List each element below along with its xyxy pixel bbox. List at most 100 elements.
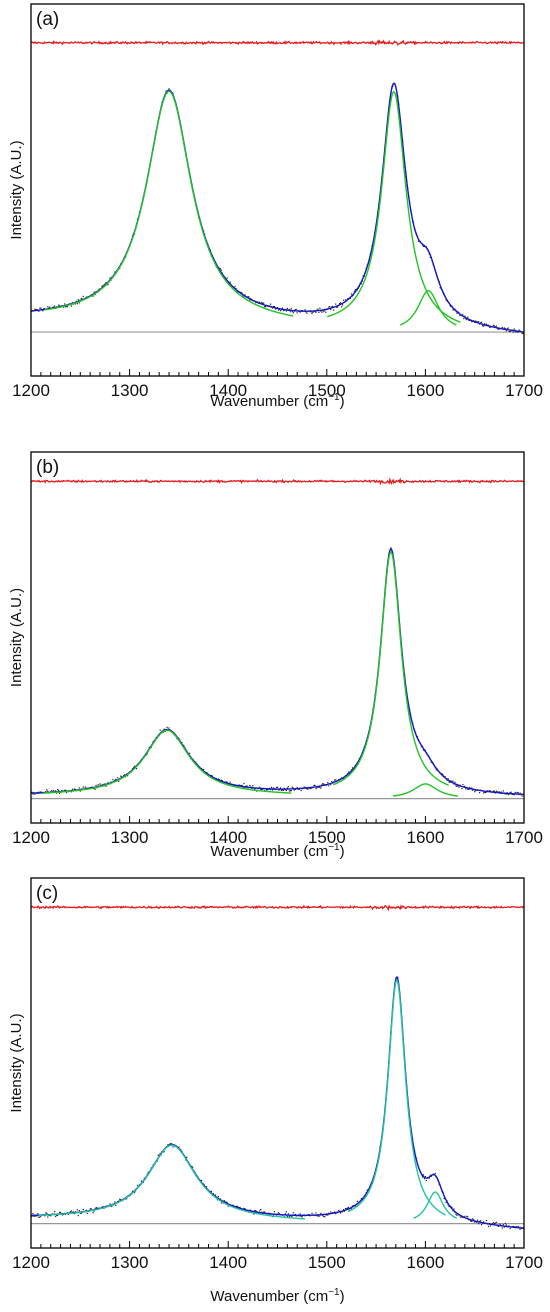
fit-component-3 — [413, 1191, 458, 1219]
data-point — [111, 1205, 113, 1207]
data-point — [84, 786, 86, 788]
data-point — [452, 780, 454, 782]
data-point — [102, 1206, 104, 1208]
data-point — [219, 268, 221, 270]
data-point — [295, 1215, 297, 1217]
data-point — [57, 1214, 59, 1216]
data-point — [56, 792, 58, 794]
data-point — [334, 779, 336, 781]
data-point — [330, 308, 332, 311]
data-point — [61, 1214, 64, 1216]
data-point — [234, 285, 236, 288]
data-point — [522, 332, 524, 335]
data-point — [281, 307, 284, 309]
data-point — [464, 1215, 466, 1217]
data-point — [259, 1210, 261, 1212]
data-point — [159, 1152, 161, 1155]
data-point — [60, 790, 63, 792]
residual-series — [31, 477, 524, 486]
data-point — [482, 1221, 485, 1223]
panel-label: (b) — [36, 457, 59, 478]
data-point — [457, 785, 459, 787]
data-point — [109, 1203, 111, 1205]
fit-component-3 — [392, 783, 459, 797]
data-point — [42, 310, 44, 312]
data-point — [291, 1215, 293, 1217]
data-point — [270, 789, 272, 791]
data-point — [469, 786, 471, 789]
data-point — [36, 1215, 38, 1217]
data-point — [487, 1225, 490, 1227]
data-point — [495, 1221, 497, 1223]
data-point — [39, 307, 41, 309]
data-point — [121, 776, 123, 778]
data-point — [259, 301, 261, 303]
x-axis-label: Wavenumber (cm−1) — [210, 392, 344, 410]
data-point — [91, 786, 93, 788]
data-point — [262, 302, 264, 304]
data-point — [350, 293, 353, 295]
data-point — [67, 1213, 70, 1216]
data-point — [57, 789, 59, 791]
x-tick-label: 1600 — [406, 828, 444, 847]
data-point — [40, 791, 42, 793]
data-point — [254, 1210, 256, 1212]
data-point — [266, 789, 268, 791]
data-point — [261, 302, 263, 304]
data-point — [303, 786, 305, 788]
data-point — [79, 790, 81, 792]
data-point — [93, 788, 95, 790]
data-point — [312, 311, 314, 313]
data-point — [44, 1215, 46, 1217]
data-point — [292, 787, 294, 789]
data-point — [192, 1166, 194, 1168]
data-point — [485, 1219, 488, 1222]
data-point — [214, 1194, 216, 1196]
data-point — [33, 1215, 35, 1217]
data-point — [423, 1178, 426, 1180]
data-point — [340, 302, 342, 304]
x-tick-label: 1300 — [111, 1253, 149, 1272]
data-point — [507, 793, 509, 796]
data-point — [118, 780, 120, 782]
data-point — [265, 306, 267, 308]
data-point — [63, 789, 66, 792]
data-point — [66, 306, 69, 308]
data-point — [169, 1143, 171, 1145]
data-point — [342, 777, 345, 779]
data-point — [220, 1202, 222, 1204]
data-point — [135, 768, 138, 770]
data-point — [492, 790, 495, 792]
data-point — [50, 1215, 52, 1217]
data-point — [493, 1222, 496, 1225]
data-point — [290, 308, 292, 310]
data-point — [73, 788, 75, 790]
data-point — [94, 1208, 96, 1210]
data-point — [263, 1211, 265, 1213]
data-point — [205, 1186, 208, 1188]
data-point — [467, 316, 469, 318]
data-point — [56, 1214, 58, 1217]
fit-envelope-series — [31, 82, 524, 333]
data-point — [509, 1228, 511, 1230]
data-point — [481, 325, 484, 327]
x-axis: 1200 1300 1400 1500 1600 1700 — [12, 816, 543, 847]
data-point — [472, 789, 474, 792]
data-point — [94, 788, 96, 790]
data-point — [507, 327, 509, 329]
data-point — [274, 308, 277, 310]
data-point — [341, 1211, 344, 1213]
data-point — [172, 1146, 174, 1148]
data-point — [51, 789, 53, 792]
x-tick-label: 1500 — [308, 381, 346, 400]
data-point — [517, 792, 519, 794]
data-point — [64, 306, 67, 308]
data-point — [244, 1208, 246, 1210]
data-point — [72, 1211, 74, 1213]
data-point — [519, 1228, 521, 1231]
data-point — [320, 787, 322, 789]
data-point — [471, 1220, 473, 1222]
data-point — [39, 1216, 41, 1218]
residual-series — [31, 904, 524, 912]
data-point — [447, 778, 449, 780]
